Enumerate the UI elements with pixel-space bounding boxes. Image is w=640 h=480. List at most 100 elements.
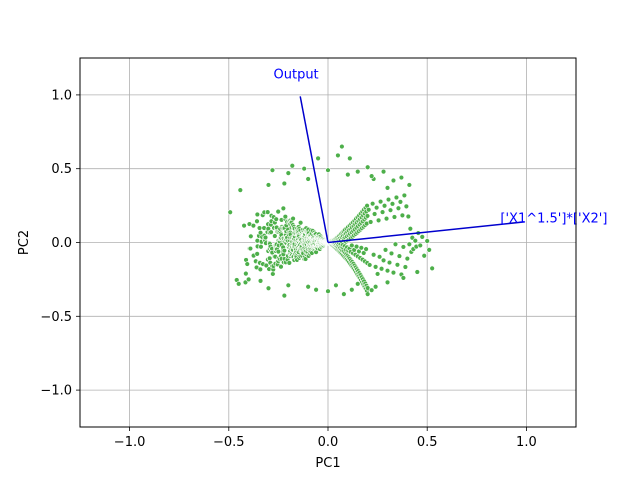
data-point <box>345 171 351 178</box>
data-point <box>381 203 388 209</box>
data-point <box>269 167 276 173</box>
data-point <box>339 143 345 150</box>
loading-vector-label: ['X1^1.5']*['X2'] <box>500 212 607 227</box>
data-point <box>426 247 432 253</box>
x-tick-label: 1.0 <box>516 435 537 450</box>
data-point <box>369 200 376 207</box>
x-tick-label: 0.5 <box>417 435 438 450</box>
data-point <box>365 207 372 213</box>
data-point <box>407 226 414 232</box>
x-tick-label: −0.5 <box>213 435 245 450</box>
x-axis-ticks: −1.0 −0.5 0.0 0.5 1.0 <box>114 427 537 450</box>
data-point <box>262 234 269 241</box>
data-point <box>380 168 387 175</box>
x-tick-label: 0.0 <box>318 435 339 450</box>
loading-vector-line <box>327 221 525 244</box>
data-point <box>378 266 385 272</box>
data-point <box>241 222 247 229</box>
data-point <box>392 241 399 247</box>
data-point <box>313 287 319 293</box>
data-point <box>281 180 288 187</box>
data-point <box>398 174 405 181</box>
data-point <box>368 287 375 293</box>
data-point <box>355 281 361 287</box>
data-point <box>278 264 284 270</box>
data-point <box>364 285 371 291</box>
data-point <box>247 245 254 252</box>
data-point <box>290 215 296 222</box>
data-point <box>268 229 274 235</box>
data-point <box>402 264 409 270</box>
data-point <box>289 163 295 169</box>
data-point <box>371 211 378 217</box>
data-point <box>245 276 252 283</box>
y-axis-ticks: −1.0 −0.5 0.0 0.5 1.0 <box>40 88 80 399</box>
data-point <box>370 252 377 258</box>
data-point <box>417 242 423 249</box>
y-axis-label: PC2 <box>17 230 32 255</box>
data-point <box>386 259 393 266</box>
data-point <box>248 233 254 240</box>
data-point <box>396 253 403 259</box>
y-tick-label: 0.0 <box>51 236 72 251</box>
data-point <box>275 208 281 215</box>
data-point <box>325 288 331 294</box>
y-tick-label: 0.5 <box>51 162 72 177</box>
data-point <box>286 260 293 266</box>
data-point <box>400 244 407 250</box>
data-point <box>243 270 249 277</box>
data-point <box>266 255 273 261</box>
data-point <box>391 214 398 220</box>
data-point <box>405 213 412 220</box>
data-point <box>361 250 367 256</box>
data-point <box>421 253 427 259</box>
data-point <box>372 264 379 270</box>
data-point <box>257 266 264 273</box>
data-point <box>384 185 391 191</box>
data-point <box>393 194 400 201</box>
data-point <box>364 291 371 297</box>
data-point <box>364 164 371 170</box>
data-point <box>254 218 260 224</box>
data-point <box>265 182 272 188</box>
data-point <box>244 261 250 267</box>
data-point <box>297 220 304 226</box>
data-point <box>282 213 289 220</box>
y-tick-label: −1.0 <box>40 384 72 399</box>
data-point <box>414 269 420 275</box>
x-axis-label: PC1 <box>315 456 340 471</box>
data-point <box>376 254 383 260</box>
y-tick-label: −0.5 <box>40 310 72 325</box>
data-point <box>254 251 260 257</box>
data-point <box>273 216 279 222</box>
data-point <box>265 285 272 291</box>
data-point <box>258 244 264 250</box>
data-point <box>380 257 387 264</box>
data-point <box>424 238 430 244</box>
data-point <box>399 212 406 219</box>
data-point <box>280 205 287 212</box>
data-point <box>401 192 408 199</box>
data-point <box>358 245 365 251</box>
data-point <box>281 247 288 254</box>
data-point <box>406 241 413 247</box>
data-point <box>385 196 392 203</box>
data-point <box>353 243 360 250</box>
data-point <box>367 219 374 225</box>
data-point <box>285 170 292 176</box>
data-point <box>412 238 418 244</box>
data-point <box>349 242 355 249</box>
data-point <box>375 217 382 224</box>
data-point <box>429 265 435 272</box>
data-point <box>387 207 394 213</box>
data-point <box>285 282 292 288</box>
data-point <box>364 213 371 219</box>
data-point <box>389 201 396 207</box>
x-tick-label: −1.0 <box>114 435 146 450</box>
data-point <box>373 204 380 211</box>
data-point <box>236 281 242 287</box>
loading-vectors: Output ['X1^1.5']*['X2'] <box>274 68 607 244</box>
data-point <box>325 167 331 173</box>
data-point <box>347 155 353 162</box>
